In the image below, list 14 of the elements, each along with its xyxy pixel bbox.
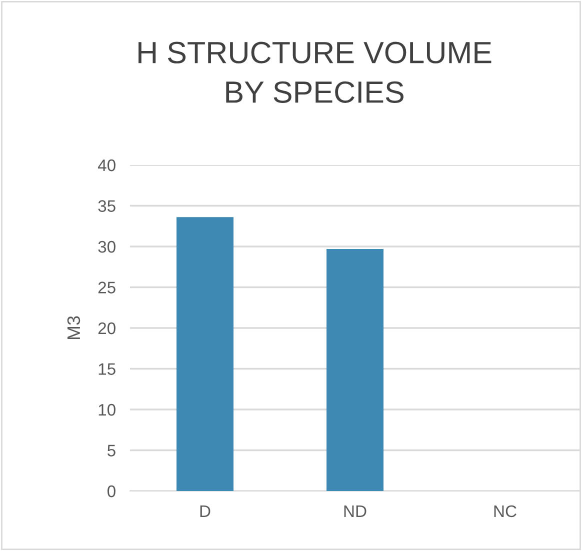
y-tick-label: 30: [98, 240, 116, 253]
y-tick-label: 20: [98, 322, 116, 334]
y-tick-label: 10: [98, 404, 116, 416]
x-tick-label: D: [200, 506, 210, 517]
y-tick-label: 40: [98, 159, 116, 172]
y-tick-label: 25: [98, 282, 116, 294]
y-tick-label: 35: [98, 200, 116, 212]
x-tick-label: ND: [344, 506, 366, 517]
y-tick-label: 0: [107, 485, 116, 498]
y-axis-title: M3: [67, 316, 80, 340]
chart-title: H STRUCTURE VOLUME BY SPECIES: [138, 42, 492, 103]
x-tick-label: NC: [494, 505, 516, 518]
y-tick-label: 15: [98, 363, 116, 375]
y-tick-label: 5: [108, 444, 116, 456]
